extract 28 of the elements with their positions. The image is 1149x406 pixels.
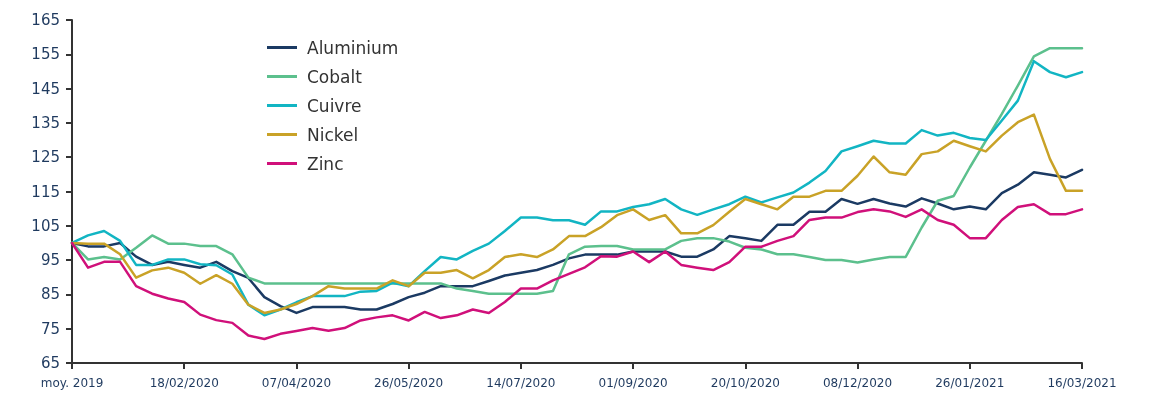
x-tick-label: 26/05/2020 (374, 376, 444, 390)
x-tick-label: 07/04/2020 (261, 376, 332, 390)
legend-label: Zinc (307, 153, 344, 174)
y-tick-label: 95 (40, 251, 60, 270)
x-tick-label: 01/09/2020 (598, 376, 668, 390)
x-tick-label: moy. 2019 (40, 376, 104, 390)
y-tick-label: 145 (31, 79, 60, 98)
line-series (70, 202, 1084, 341)
legend-label: Cuivre (307, 95, 362, 116)
y-tick-label: 125 (31, 148, 60, 167)
x-tick-label: 16/03/2021 (1047, 376, 1117, 390)
x-tick-label: 18/02/2020 (149, 376, 219, 390)
y-tick-label: 165 (31, 11, 60, 29)
x-tick-label: 14/07/2020 (486, 376, 556, 390)
y-tick-label: 155 (31, 45, 60, 64)
y-tick-label: 85 (40, 285, 60, 304)
y-tick-label: 115 (31, 182, 60, 201)
y-tick-label: 105 (31, 216, 60, 235)
x-tick-label: 08/12/2020 (822, 376, 893, 390)
x-tick-label: 20/10/2020 (710, 376, 780, 390)
y-tick-label: 135 (31, 113, 60, 132)
y-tick-label: 75 (40, 319, 60, 338)
legend-label: Cobalt (307, 66, 363, 87)
y-tick-label: 65 (40, 354, 60, 372)
x-tick-label: 26/01/2021 (935, 376, 1005, 390)
line-series (70, 113, 1084, 315)
legend-label: Aluminium (307, 37, 399, 58)
legend-label: Nickel (307, 124, 359, 145)
